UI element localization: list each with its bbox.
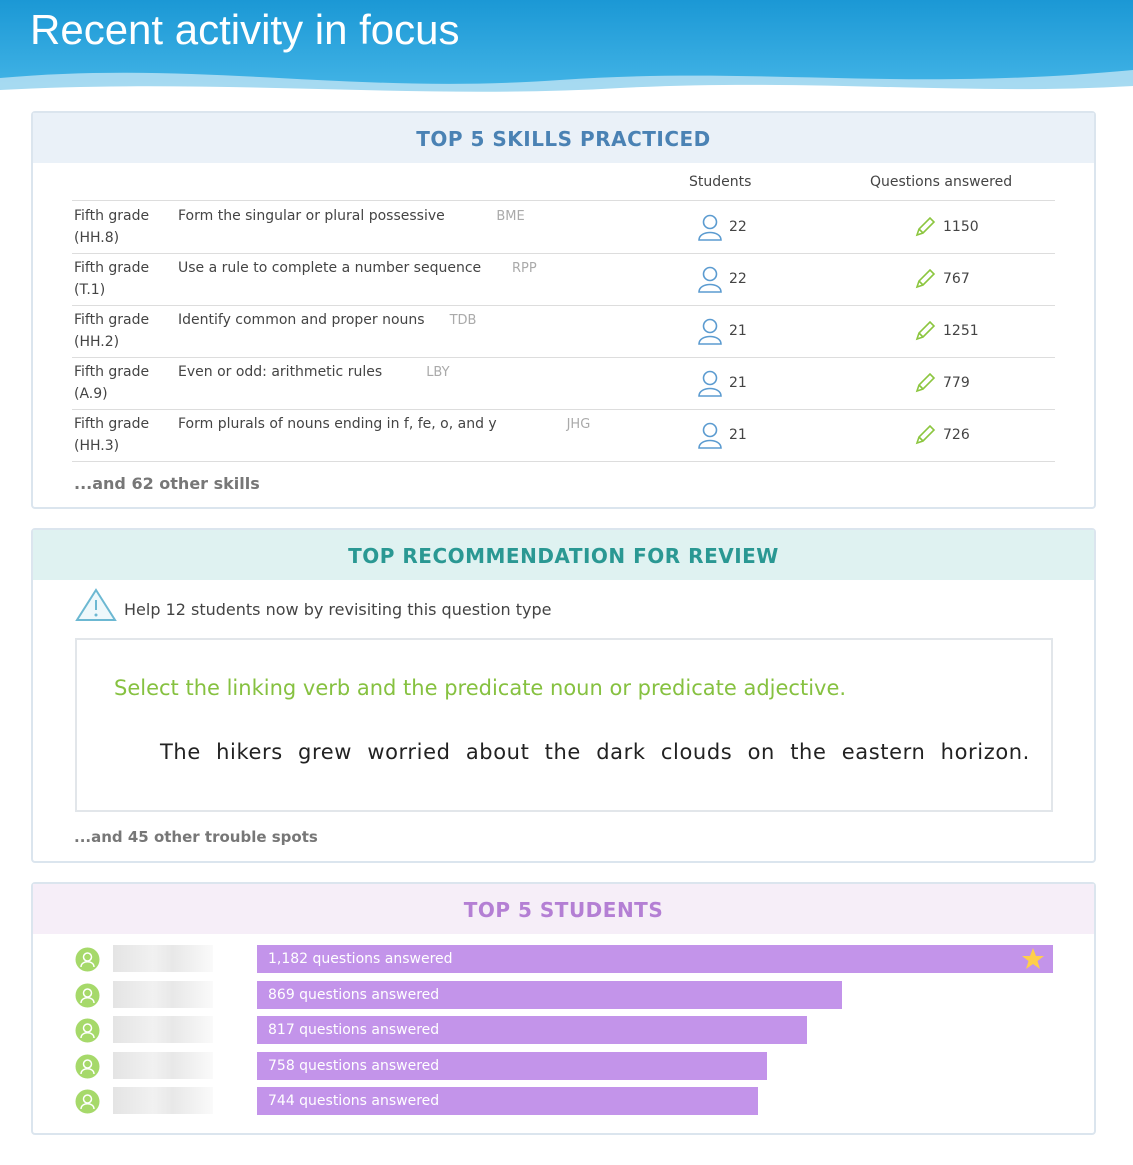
panel-header <box>33 530 1094 580</box>
panel-title: TOP 5 SKILLS PRACTICED <box>416 127 711 151</box>
bar: 817 questions answered <box>257 1016 808 1044</box>
bar-label: 758 questions answered <box>268 1057 440 1074</box>
name-placeholder <box>113 1087 213 1114</box>
skill-name: Form plurals of nouns ending in f, fe, o… <box>178 416 497 432</box>
divider <box>72 200 1055 201</box>
bar: 744 questions answered <box>257 1087 759 1115</box>
questions-count: 726 <box>943 427 970 443</box>
student-icon <box>697 421 723 453</box>
skill-code: (HH.8) <box>74 230 120 246</box>
panel-header <box>33 113 1094 163</box>
student-icon <box>697 213 723 245</box>
skill-name: Identify common and proper nouns <box>178 312 425 328</box>
pencil-icon <box>913 423 937 451</box>
bar: 869 questions answered <box>257 980 843 1009</box>
students-count: 22 <box>729 219 747 235</box>
questions-count: 767 <box>943 271 970 287</box>
question-instruction: Select the linking verb and the predicat… <box>114 676 847 700</box>
divider <box>72 253 1055 254</box>
bar-label: 869 questions answered <box>268 986 440 1003</box>
question-box <box>75 638 1053 812</box>
skill-code: (A.9) <box>74 386 108 402</box>
divider <box>72 305 1055 306</box>
avatar <box>75 983 100 1012</box>
panel-title: TOP RECOMMENDATION FOR REVIEW <box>348 544 779 568</box>
student-icon <box>697 317 723 349</box>
grade: Fifth grade <box>74 364 150 380</box>
pencil-icon <box>913 267 937 295</box>
skill-code: (HH.2) <box>74 334 120 350</box>
questions-count: 1150 <box>943 219 979 235</box>
students-count: 21 <box>729 323 747 339</box>
skills-footer: ...and 62 other skills <box>74 474 260 493</box>
skill-code: (HH.3) <box>74 438 120 454</box>
student-icon <box>697 265 723 297</box>
grade: Fifth grade <box>74 260 150 276</box>
name-placeholder <box>113 980 213 1008</box>
star-icon <box>1021 947 1045 975</box>
skill-name: Even or odd: arithmetic rules <box>178 364 383 380</box>
grade: Fifth grade <box>74 208 150 224</box>
column-header: Students <box>689 174 752 190</box>
name-placeholder <box>113 945 213 972</box>
skill-id: LBY <box>426 365 450 380</box>
divider <box>72 461 1055 462</box>
questions-count: 1251 <box>943 323 979 339</box>
warning-icon <box>75 588 117 621</box>
pencil-icon <box>913 371 937 399</box>
avatar <box>75 1018 100 1047</box>
grade: Fifth grade <box>74 312 150 328</box>
students-count: 21 <box>729 427 747 443</box>
avatar <box>75 1054 100 1083</box>
skill-id: TDB <box>449 313 477 328</box>
students-count: 21 <box>729 375 747 391</box>
panel-title: TOP 5 STUDENTS <box>463 898 664 922</box>
bar: 758 questions answered <box>257 1051 768 1080</box>
name-placeholder <box>113 1016 213 1043</box>
panel-header <box>33 884 1094 934</box>
bar-label: 1,182 questions answered <box>268 951 453 967</box>
pencil-icon <box>913 319 937 347</box>
bar-label: 744 questions answered <box>268 1093 440 1109</box>
questions-count: 779 <box>943 375 970 391</box>
divider <box>72 409 1055 410</box>
bar: 1,182 questions answered <box>257 945 1053 973</box>
review-prompt: Help 12 students now by revisiting this … <box>124 600 552 619</box>
page-title: Recent activity in focus <box>30 6 460 53</box>
review-footer: ...and 45 other trouble spots <box>74 828 318 846</box>
column-header: Questions answered <box>870 174 1013 190</box>
header-band <box>0 0 1133 100</box>
skill-id: BME <box>496 209 525 224</box>
name-placeholder <box>113 1051 213 1079</box>
skill-code: (T.1) <box>74 282 106 298</box>
divider <box>72 357 1055 358</box>
student-icon <box>697 369 723 401</box>
question-sentence: The hikers grew worried about the dark c… <box>160 740 1030 764</box>
grade: Fifth grade <box>74 416 150 432</box>
bar-label: 817 questions answered <box>268 1022 440 1038</box>
avatar <box>75 1089 100 1118</box>
review-panel: TOP RECOMMENDATION FOR REVIEW Help 12 st… <box>31 528 1096 863</box>
skill-id: JHG <box>566 417 591 432</box>
skill-id: RPP <box>512 261 537 276</box>
pencil-icon <box>913 215 937 243</box>
skill-name: Form the singular or plural possessive <box>178 208 445 224</box>
skill-name: Use a rule to complete a number sequence <box>178 260 482 276</box>
avatar <box>75 947 100 976</box>
students-count: 22 <box>729 271 747 287</box>
